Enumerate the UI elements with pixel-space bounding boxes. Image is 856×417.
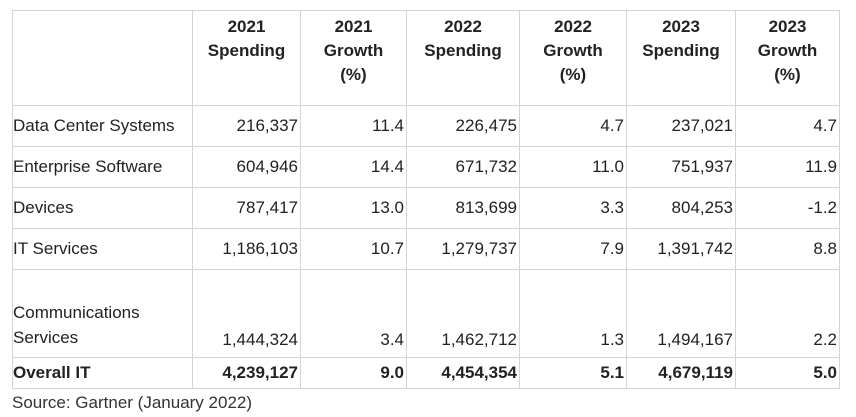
header-metric: Growth [757,41,818,60]
header-metric: Growth [323,41,384,60]
segment-label: Data Center Systems [12,105,193,147]
header-year: 2021 [334,17,373,36]
table-row: IT Services 1,186,103 10.7 1,279,737 7.9… [12,228,840,270]
header-cell-2021-spending: 2021 Spending [192,10,301,106]
header-year: 2023 [768,17,807,36]
spending-2021-cell: 604,946 [192,146,301,188]
header-metric: Growth [543,41,603,60]
segment-label: Devices [12,187,193,229]
growth-2021-cell: 13.0 [300,187,407,229]
header-cell-2021-growth: 2021 Growth (%) [300,10,407,106]
header-year: 2021 [227,17,266,36]
growth-2022-cell: 7.9 [519,228,627,270]
spending-2022-cell: 1,279,737 [406,228,520,270]
header-cell-2023-growth: 2023 Growth (%) [735,10,840,106]
segment-label-line: Services [13,328,79,347]
spending-2021-cell: 4,239,127 [192,357,301,389]
segment-label-line: Communications [13,303,140,322]
header-cell-2023-spending: 2023 Spending [626,10,736,106]
source-note: Source: Gartner (January 2022) [12,393,253,412]
growth-2022-cell: 4.7 [519,105,627,147]
it-spending-table: 2021 Spending 2021 Growth (%) 2022 Spend… [12,10,840,389]
growth-2021-cell: 10.7 [300,228,407,270]
growth-2023-cell: 5.0 [735,357,840,389]
header-cell-2022-growth: 2022 Growth (%) [519,10,627,106]
table-row: Enterprise Software 604,946 14.4 671,732… [12,146,840,188]
growth-2023-cell: 8.8 [735,228,840,270]
growth-2021-cell: 14.4 [300,146,407,188]
table-row: Communications Services 1,444,324 3.4 1,4… [12,269,840,358]
growth-2023-cell: 11.9 [735,146,840,188]
growth-2023-cell: 2.2 [735,269,840,358]
segment-label: IT Services [12,228,193,270]
header-unit: (%) [774,65,801,84]
header-year: 2022 [554,17,592,36]
segment-label: Overall IT [12,357,193,389]
growth-2021-cell: 3.4 [300,269,407,358]
growth-2021-cell: 9.0 [300,357,407,389]
spending-2022-cell: 226,475 [406,105,520,147]
segment-label: Enterprise Software [12,146,193,188]
growth-2023-cell: -1.2 [735,187,840,229]
spending-2023-cell: 4,679,119 [626,357,736,389]
table-row: Data Center Systems 216,337 11.4 226,475… [12,105,840,147]
growth-2022-cell: 3.3 [519,187,627,229]
growth-2023-cell: 4.7 [735,105,840,147]
spending-2022-cell: 671,732 [406,146,520,188]
spending-2021-cell: 787,417 [192,187,301,229]
growth-2021-cell: 11.4 [300,105,407,147]
growth-2022-cell: 1.3 [519,269,627,358]
segment-label: Communications Services [12,269,193,358]
total-row: Overall IT 4,239,127 9.0 4,454,354 5.1 4… [12,357,840,389]
spending-2023-cell: 804,253 [626,187,736,229]
header-metric: Spending [642,41,720,60]
header-unit: (%) [340,65,367,84]
spending-2023-cell: 751,937 [626,146,736,188]
spending-2021-cell: 1,186,103 [192,228,301,270]
spending-2021-cell: 216,337 [192,105,301,147]
spending-2021-cell: 1,444,324 [192,269,301,358]
header-unit: (%) [559,65,587,84]
header-year: 2022 [444,17,482,36]
growth-2022-cell: 5.1 [519,357,627,389]
growth-2022-cell: 11.0 [519,146,627,188]
table-row: Devices 787,417 13.0 813,699 3.3 804,253… [12,187,840,229]
spending-2023-cell: 237,021 [626,105,736,147]
spending-2022-cell: 813,699 [406,187,520,229]
header-row: 2021 Spending 2021 Growth (%) 2022 Spend… [12,10,840,106]
spending-2023-cell: 1,494,167 [626,269,736,358]
spending-2023-cell: 1,391,742 [626,228,736,270]
spending-2022-cell: 4,454,354 [406,357,520,389]
header-cell-2022-spending: 2022 Spending [406,10,520,106]
spending-2022-cell: 1,462,712 [406,269,520,358]
header-cell-segment [12,10,193,106]
header-metric: Spending [424,41,502,60]
header-year: 2023 [662,17,700,36]
header-metric: Spending [207,41,286,60]
